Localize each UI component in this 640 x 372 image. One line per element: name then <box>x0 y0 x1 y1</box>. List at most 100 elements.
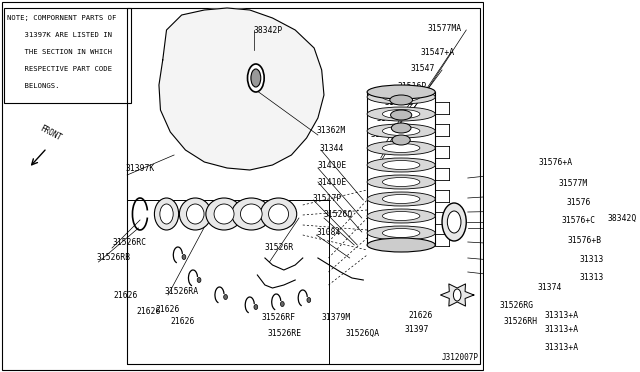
Ellipse shape <box>206 198 242 230</box>
Ellipse shape <box>223 295 227 299</box>
Text: 31577MA: 31577MA <box>428 23 462 32</box>
Ellipse shape <box>241 204 262 224</box>
Text: 31410F: 31410F <box>377 113 406 122</box>
Bar <box>4 8 131 103</box>
Text: 38342Q: 38342Q <box>608 214 637 222</box>
Text: 31313: 31313 <box>579 256 604 264</box>
Ellipse shape <box>383 93 420 102</box>
Text: 31526RA: 31526RA <box>165 288 199 296</box>
Text: FRONT: FRONT <box>38 124 63 143</box>
Text: 31397K ARE LISTED IN: 31397K ARE LISTED IN <box>7 32 112 38</box>
Text: 31526Q: 31526Q <box>324 209 353 218</box>
Text: 31576+C: 31576+C <box>562 215 596 224</box>
Polygon shape <box>159 8 324 170</box>
Ellipse shape <box>197 278 201 282</box>
Ellipse shape <box>248 64 264 92</box>
Ellipse shape <box>269 204 289 224</box>
Text: 31410E: 31410E <box>385 97 414 106</box>
Text: 31526RH: 31526RH <box>503 317 538 327</box>
Ellipse shape <box>391 123 411 133</box>
Ellipse shape <box>383 228 420 237</box>
Text: 31526RB: 31526RB <box>97 253 131 263</box>
Polygon shape <box>440 284 474 306</box>
Text: 31366: 31366 <box>371 129 396 138</box>
Text: 31526RF: 31526RF <box>262 314 296 323</box>
Bar <box>127 8 480 364</box>
Ellipse shape <box>186 204 204 224</box>
Text: 31517P: 31517P <box>312 193 342 202</box>
Bar <box>127 200 328 364</box>
Text: 31516P: 31516P <box>397 81 427 90</box>
Text: 31547+A: 31547+A <box>421 48 455 57</box>
Ellipse shape <box>367 175 435 189</box>
Text: 31084: 31084 <box>316 228 340 237</box>
Ellipse shape <box>280 301 284 307</box>
Ellipse shape <box>453 289 461 301</box>
Ellipse shape <box>367 90 435 104</box>
Text: NOTE; COMPORNENT PARTS OF: NOTE; COMPORNENT PARTS OF <box>7 15 116 21</box>
Ellipse shape <box>383 212 420 221</box>
Text: 21626: 21626 <box>155 305 180 314</box>
Ellipse shape <box>254 305 258 310</box>
Text: 31344: 31344 <box>319 144 344 153</box>
Text: 31397: 31397 <box>404 326 429 334</box>
Ellipse shape <box>367 107 435 121</box>
Text: 31526RE: 31526RE <box>267 328 301 337</box>
Text: 31362M: 31362M <box>316 125 346 135</box>
Ellipse shape <box>367 158 435 172</box>
Text: 31313: 31313 <box>579 273 604 282</box>
Text: 31313+A: 31313+A <box>545 326 579 334</box>
Ellipse shape <box>251 69 260 87</box>
Ellipse shape <box>390 110 412 120</box>
Text: 21626: 21626 <box>136 308 161 317</box>
Text: 31379M: 31379M <box>322 314 351 323</box>
Text: 31576: 31576 <box>566 198 591 206</box>
Text: 31397K: 31397K <box>125 164 155 173</box>
Text: 21626: 21626 <box>409 311 433 320</box>
Ellipse shape <box>383 126 420 135</box>
Text: 31526RC: 31526RC <box>112 237 146 247</box>
Text: 31526QA: 31526QA <box>345 328 380 337</box>
Ellipse shape <box>383 160 420 170</box>
Text: 31577M: 31577M <box>559 179 588 187</box>
Text: 31576+A: 31576+A <box>539 157 573 167</box>
Ellipse shape <box>367 124 435 138</box>
Ellipse shape <box>307 298 310 302</box>
Text: 31410E: 31410E <box>317 177 346 186</box>
Ellipse shape <box>390 95 413 105</box>
Text: THE SECTION IN WHICH: THE SECTION IN WHICH <box>7 49 112 55</box>
Ellipse shape <box>367 226 435 240</box>
Text: 31526R: 31526R <box>265 244 294 253</box>
Ellipse shape <box>383 109 420 119</box>
Ellipse shape <box>154 198 179 230</box>
Ellipse shape <box>367 238 435 252</box>
Text: 31526RG: 31526RG <box>500 301 534 310</box>
Ellipse shape <box>447 211 461 233</box>
Text: 21626: 21626 <box>170 317 195 327</box>
Ellipse shape <box>383 144 420 153</box>
Ellipse shape <box>367 209 435 223</box>
Text: 31547: 31547 <box>411 64 435 73</box>
Ellipse shape <box>367 192 435 206</box>
Ellipse shape <box>367 141 435 155</box>
Ellipse shape <box>383 195 420 203</box>
Text: 31313+A: 31313+A <box>545 343 579 352</box>
Text: 31374: 31374 <box>538 283 562 292</box>
Ellipse shape <box>179 198 211 230</box>
Text: BELONGS.: BELONGS. <box>7 83 60 89</box>
Text: 38342P: 38342P <box>253 26 283 35</box>
Ellipse shape <box>367 85 435 99</box>
Ellipse shape <box>232 198 271 230</box>
Text: 21626: 21626 <box>113 291 138 299</box>
Ellipse shape <box>214 204 234 224</box>
Text: 31410E: 31410E <box>317 160 346 170</box>
Text: 31313+A: 31313+A <box>545 311 579 320</box>
Ellipse shape <box>383 177 420 186</box>
Ellipse shape <box>442 203 467 241</box>
Text: RESPECTIVE PART CODE: RESPECTIVE PART CODE <box>7 66 112 72</box>
Text: 31576+B: 31576+B <box>568 235 602 244</box>
Ellipse shape <box>160 204 173 224</box>
Ellipse shape <box>392 135 410 145</box>
Ellipse shape <box>182 254 186 260</box>
Ellipse shape <box>260 198 297 230</box>
